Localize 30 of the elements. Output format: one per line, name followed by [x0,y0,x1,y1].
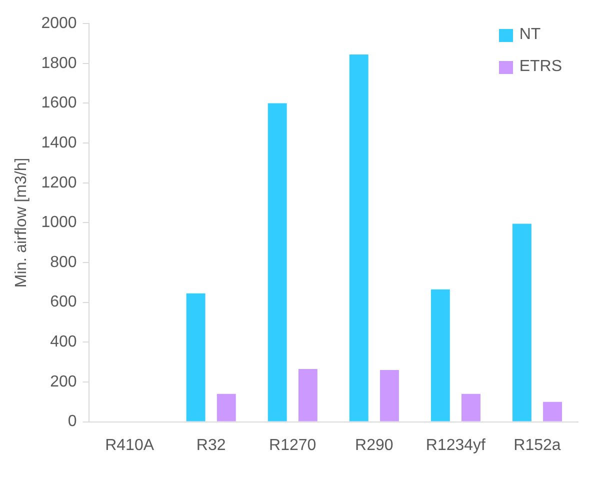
y-axis-title: Min. airflow [m3/h] [13,158,30,288]
x-tick-label: R410A [105,436,154,454]
y-tick-label: 1800 [41,54,77,72]
y-tick-label: 1000 [41,214,77,232]
y-tick-label: 2000 [41,15,77,32]
bar [349,54,368,422]
bar [430,289,450,422]
x-tick-label: R1234yf [426,436,486,454]
y-tick-label: 0 [68,413,77,430]
y-tick-label: 600 [50,294,77,311]
bar [186,293,206,422]
bar [216,394,236,422]
x-tick-label: R1270 [269,436,316,454]
bar [268,103,287,422]
y-tick-label: 800 [50,254,77,271]
x-tick-label: R152a [514,436,561,454]
y-tick-label: 1200 [41,174,77,192]
bar [298,369,318,422]
bar [512,224,532,422]
bar [462,394,480,422]
y-tick-label: 1400 [41,134,77,152]
bar [543,402,562,422]
y-tick-label: 1600 [41,94,77,112]
y-tick-label: 400 [50,334,77,351]
y-tick-label: 200 [50,373,77,390]
bar [380,370,399,422]
legend-label: NT [519,26,541,44]
legend-label: ETRS [519,58,562,76]
x-tick-label: R290 [355,436,394,454]
x-tick-label: R32 [196,436,226,454]
